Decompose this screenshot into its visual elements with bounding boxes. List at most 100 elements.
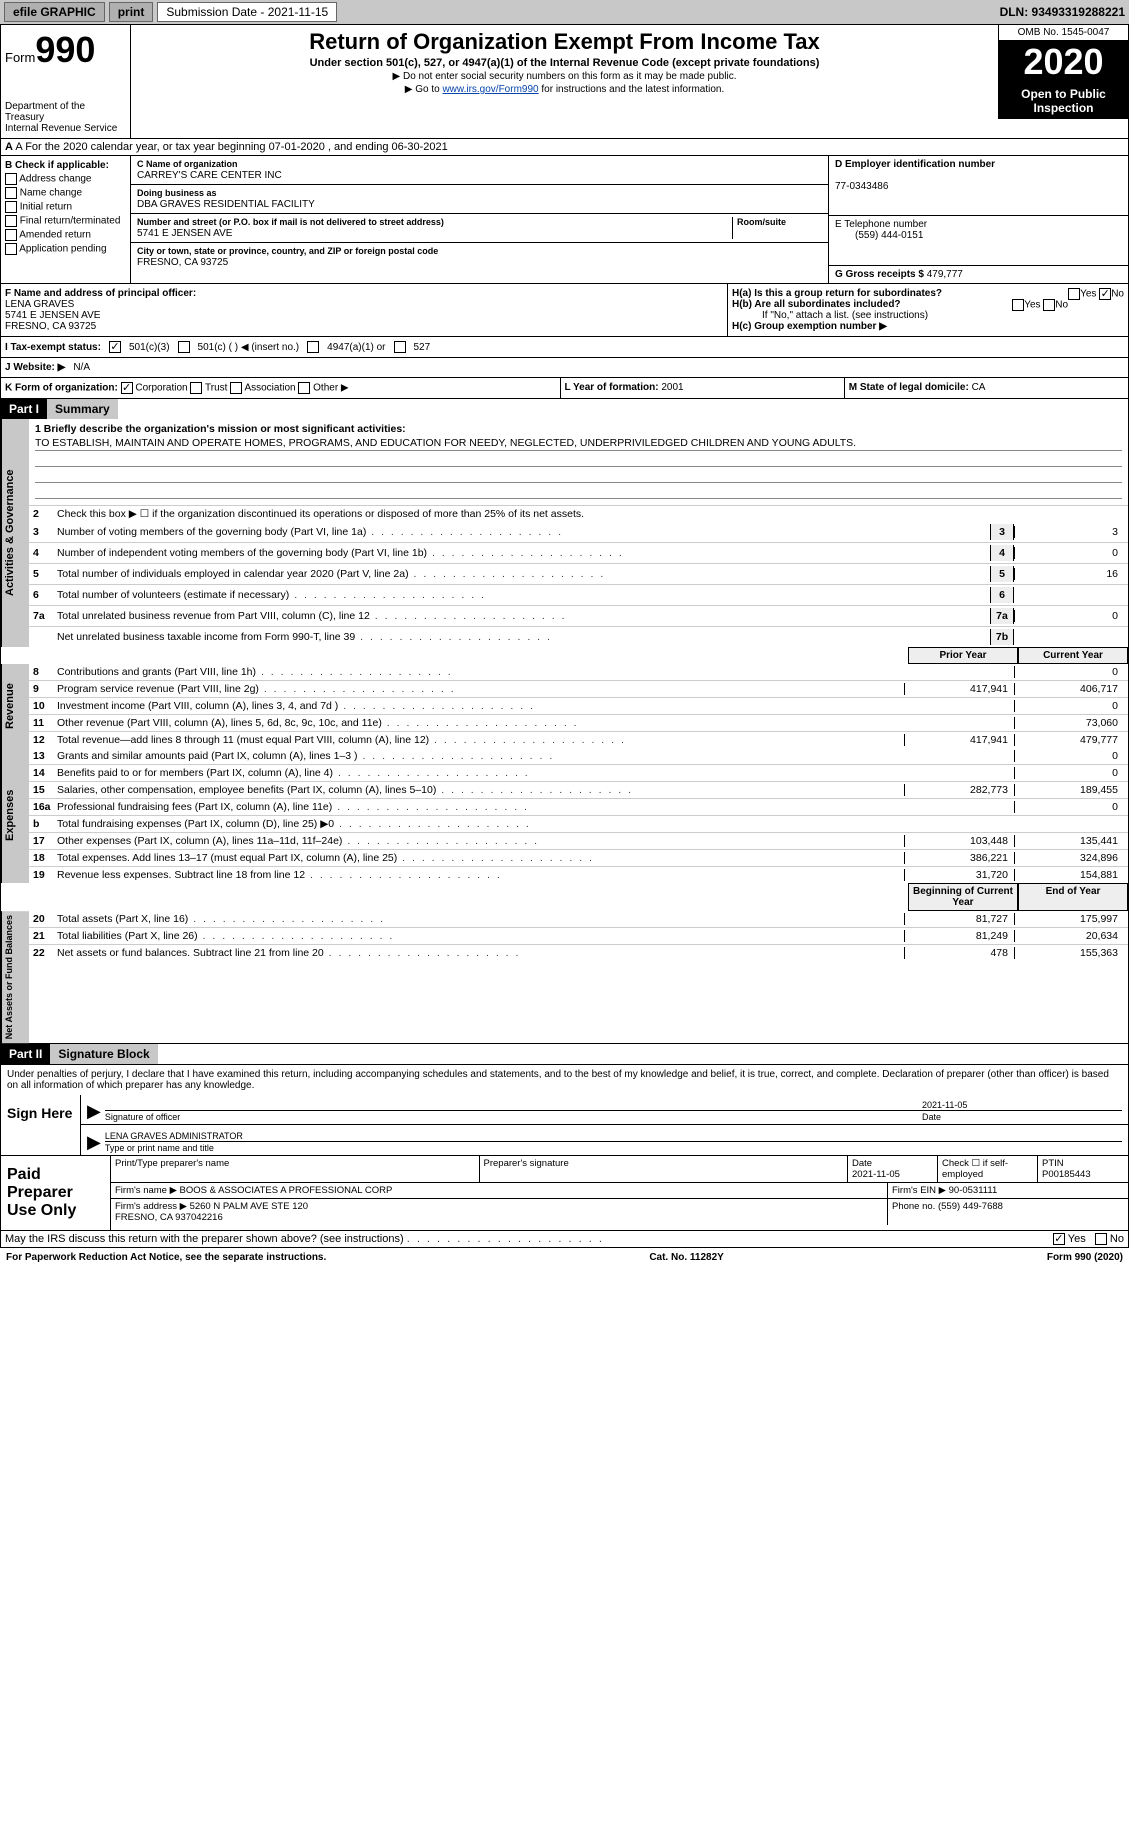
corp-checkbox[interactable] bbox=[121, 382, 133, 394]
hb-no-checkbox[interactable] bbox=[1043, 299, 1055, 311]
box-b-header: B Check if applicable: bbox=[5, 160, 109, 171]
row-a-text: A For the 2020 calendar year, or tax yea… bbox=[15, 141, 447, 153]
boxb-option[interactable]: Initial return bbox=[5, 201, 126, 213]
sig-officer-label: Signature of officer bbox=[105, 1110, 922, 1122]
prep-date: 2021-11-05 bbox=[852, 1169, 900, 1180]
part2-header: Part II bbox=[1, 1044, 50, 1064]
527-checkbox[interactable] bbox=[394, 341, 406, 353]
corp-label: Corporation bbox=[135, 383, 187, 394]
dots-icon bbox=[407, 1233, 604, 1245]
fin-line: 9Program service revenue (Part VIII, lin… bbox=[29, 680, 1128, 697]
form-subtitle: Under section 501(c), 527, or 4947(a)(1)… bbox=[135, 57, 994, 69]
ha-yes-checkbox[interactable] bbox=[1068, 288, 1080, 300]
fin-line: 17Other expenses (Part IX, column (A), l… bbox=[29, 832, 1128, 849]
gov-line: 4Number of independent voting members of… bbox=[29, 542, 1128, 563]
fin-line: bTotal fundraising expenses (Part IX, co… bbox=[29, 815, 1128, 832]
501c3-checkbox[interactable] bbox=[109, 341, 121, 353]
row-a-tax-year: A A For the 2020 calendar year, or tax y… bbox=[0, 139, 1129, 156]
dln-label: DLN: 93493319288221 bbox=[1000, 5, 1125, 19]
domicile-state: CA bbox=[972, 382, 986, 393]
4947-checkbox[interactable] bbox=[307, 341, 319, 353]
room-label: Room/suite bbox=[737, 217, 786, 227]
gov-line: 6Total number of volunteers (estimate if… bbox=[29, 584, 1128, 605]
hc-label: H(c) Group exemption number ▶ bbox=[732, 321, 887, 332]
g-label: G Gross receipts $ bbox=[835, 269, 924, 280]
boxb-option[interactable]: Application pending bbox=[5, 243, 126, 255]
fin-line: 21Total liabilities (Part X, line 26)81,… bbox=[29, 927, 1128, 944]
box-m: M State of legal domicile: CA bbox=[845, 378, 1128, 398]
assoc-checkbox[interactable] bbox=[230, 382, 242, 394]
instr2-pre: ▶ Go to bbox=[405, 84, 443, 95]
sig-date-label: Date bbox=[922, 1110, 1122, 1122]
fin-line: 18Total expenses. Add lines 13–17 (must … bbox=[29, 849, 1128, 866]
year-block: OMB No. 1545-0047 2020 Open to Public In… bbox=[998, 25, 1128, 119]
print-button[interactable]: print bbox=[109, 2, 154, 22]
street-addr: 5741 E JENSEN AVE bbox=[137, 228, 232, 239]
box-f: F Name and address of principal officer:… bbox=[1, 284, 728, 336]
page-footer: For Paperwork Reduction Act Notice, see … bbox=[0, 1248, 1129, 1267]
irs-yes-checkbox[interactable] bbox=[1053, 1233, 1065, 1245]
c-name-label: C Name of organization bbox=[137, 159, 238, 169]
part-2: Part IISignature Block bbox=[0, 1044, 1129, 1065]
fin-line: 14Benefits paid to or for members (Part … bbox=[29, 764, 1128, 781]
j-label: J Website: ▶ bbox=[5, 362, 65, 373]
gov-line: 5Total number of individuals employed in… bbox=[29, 563, 1128, 584]
gross-receipts: 479,777 bbox=[927, 269, 963, 280]
prep-sig-label: Preparer's signature bbox=[480, 1156, 849, 1182]
other-checkbox[interactable] bbox=[298, 382, 310, 394]
dba-label: Doing business as bbox=[137, 188, 217, 198]
submission-date: Submission Date - 2021-11-15 bbox=[157, 2, 337, 22]
form-word: Form bbox=[5, 50, 35, 65]
irs-link[interactable]: www.irs.gov/Form990 bbox=[442, 84, 538, 95]
trust-checkbox[interactable] bbox=[190, 382, 202, 394]
website-value: N/A bbox=[73, 362, 90, 373]
boxb-option[interactable]: Name change bbox=[5, 187, 126, 199]
501c3-label: 501(c)(3) bbox=[129, 342, 170, 353]
gov-line: 7aTotal unrelated business revenue from … bbox=[29, 605, 1128, 626]
omb-number: OMB No. 1545-0047 bbox=[999, 25, 1128, 41]
col-headers-1: Prior Year Current Year bbox=[1, 647, 1128, 664]
line1-label: 1 Briefly describe the organization's mi… bbox=[35, 423, 406, 435]
sig-date-value: 2021-11-05 bbox=[922, 1100, 967, 1110]
yes-label: Yes bbox=[1080, 289, 1096, 300]
top-toolbar: efile GRAPHIC print Submission Date - 20… bbox=[0, 0, 1129, 24]
501c-checkbox[interactable] bbox=[178, 341, 190, 353]
f-label: F Name and address of principal officer: bbox=[5, 288, 196, 299]
prep-phone: (559) 449-7688 bbox=[938, 1201, 1003, 1212]
fin-line: 13Grants and similar amounts paid (Part … bbox=[29, 748, 1128, 764]
title-block: Return of Organization Exempt From Incom… bbox=[131, 25, 998, 99]
hb-yes-checkbox[interactable] bbox=[1012, 299, 1024, 311]
l-label: L Year of formation: bbox=[565, 382, 659, 393]
mission-blank1 bbox=[35, 453, 1122, 467]
fin-line: 20Total assets (Part X, line 16)81,72717… bbox=[29, 911, 1128, 927]
boxb-option[interactable]: Final return/terminated bbox=[5, 215, 126, 227]
boxb-option[interactable]: Amended return bbox=[5, 229, 126, 241]
boxb-option[interactable]: Address change bbox=[5, 173, 126, 185]
ptin-label: PTIN bbox=[1042, 1158, 1064, 1169]
ein-value: 77-0343486 bbox=[835, 181, 888, 192]
fin-line: 10Investment income (Part VIII, column (… bbox=[29, 697, 1128, 714]
row-j-website: J Website: ▶ N/A bbox=[0, 358, 1129, 378]
fin-line: 19Revenue less expenses. Subtract line 1… bbox=[29, 866, 1128, 883]
prep-phone-label: Phone no. bbox=[892, 1201, 935, 1212]
mission-blank2 bbox=[35, 469, 1122, 483]
officer-addr1: 5741 E JENSEN AVE bbox=[5, 310, 100, 321]
fin-line: 22Net assets or fund balances. Subtract … bbox=[29, 944, 1128, 961]
street-label: Number and street (or P.O. box if mail i… bbox=[137, 217, 444, 227]
no-label: No bbox=[1111, 289, 1124, 300]
box-h: H(a) Is this a group return for subordin… bbox=[728, 284, 1128, 336]
m-label: M State of legal domicile: bbox=[849, 382, 969, 393]
officer-addr2: FRESNO, CA 93725 bbox=[5, 321, 96, 332]
box-deg: D Employer identification number77-03434… bbox=[828, 156, 1128, 283]
e-label: E Telephone number bbox=[835, 219, 927, 230]
pra-notice: For Paperwork Reduction Act Notice, see … bbox=[6, 1252, 326, 1263]
irs-no-checkbox[interactable] bbox=[1095, 1233, 1107, 1245]
527-label: 527 bbox=[414, 342, 431, 353]
firm-name: BOOS & ASSOCIATES A PROFESSIONAL CORP bbox=[180, 1185, 393, 1196]
side-netassets: Net Assets or Fund Balances bbox=[1, 911, 29, 1043]
dept-label: Department of the Treasury Internal Reve… bbox=[5, 101, 126, 134]
mission-blank3 bbox=[35, 485, 1122, 499]
city-addr: FRESNO, CA 93725 bbox=[137, 257, 228, 268]
signature-area: Under penalties of perjury, I declare th… bbox=[0, 1065, 1129, 1156]
ha-no-checkbox[interactable] bbox=[1099, 288, 1111, 300]
